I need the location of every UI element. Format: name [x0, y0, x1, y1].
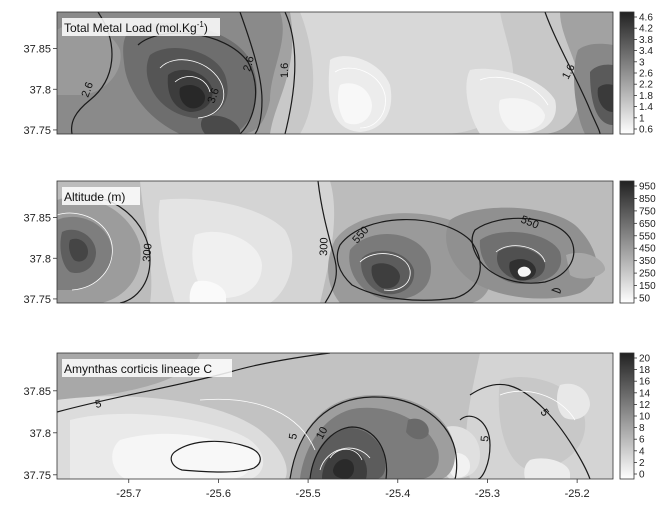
colorbar-tick-label: 4: [639, 446, 645, 457]
colorbar-tick-label: 0.6: [639, 125, 653, 136]
colorbar-tick-label: 3.8: [639, 35, 653, 46]
x-tick-label: -25.5: [296, 488, 321, 500]
altitude-title: Altitude (m): [62, 187, 140, 205]
colorbar-tick-label: 4.6: [639, 13, 653, 24]
colorbar-tick-label: 750: [639, 206, 656, 217]
colorbar-tick-label: 8: [639, 423, 645, 434]
svg-text:Total Metal Load (mol.Kg-1): Total Metal Load (mol.Kg-1): [64, 20, 208, 35]
metal-load-title: Total Metal Load (mol.Kg-1): [62, 18, 220, 36]
colorbar-tick-label: 3.4: [639, 46, 653, 57]
colorbar-tick-label: 350: [639, 256, 656, 267]
colorbar-tick-label: 1: [639, 113, 645, 124]
colorbar-tick-label: 150: [639, 281, 656, 292]
metal-load-contour-label: 2.6: [241, 55, 257, 73]
colorbar-tick-label: 12: [639, 400, 651, 411]
amynthas-contour-label: 5: [94, 398, 102, 411]
altitude-y-axis: 37.75 37.8 37.85: [23, 213, 57, 306]
x-tick-label: -25.4: [385, 488, 410, 500]
metal-load-colorbar: 4.64.23.83.432.62.21.81.410.6: [619, 11, 653, 136]
y-tick-label: 37.75: [23, 294, 51, 306]
metal-load-contour-fill: 2.6 3.6 2.6 1.6 1.6: [57, 12, 613, 134]
y-tick-label: 37.75: [23, 125, 51, 137]
svg-text:Amynthas corticis lineage C: Amynthas corticis lineage C: [64, 362, 212, 376]
amynthas-contour-label: 5: [479, 435, 491, 442]
y-tick-label: 37.85: [23, 213, 51, 225]
colorbar-tick-label: 2: [639, 458, 645, 469]
panel-altitude: 300 300 550 550 Altitude (m) 37.7537.837…: [23, 180, 656, 306]
colorbar-tick-label: 50: [639, 294, 651, 305]
x-tick-label: -25.2: [565, 488, 590, 500]
amynthas-contour-label: 5: [538, 407, 551, 419]
altitude-contour-label: 300: [141, 243, 155, 262]
y-tick-label: 37.75: [23, 470, 51, 482]
colorbar-tick-label: 10: [639, 412, 651, 423]
colorbar-tick-label: 14: [639, 388, 651, 399]
y-tick-label: 37.8: [30, 428, 51, 440]
colorbar-tick-label: 6: [639, 435, 645, 446]
colorbar-tick-label: 950: [639, 182, 656, 193]
amynthas-contour-label: 5: [287, 432, 300, 440]
amynthas-contour-label: 10: [314, 425, 330, 441]
y-tick-label: 37.8: [30, 253, 51, 265]
svg-text:Altitude (m): Altitude (m): [64, 190, 125, 204]
panel-total-metal-load: 2.6 3.6 2.6 1.6 1.6 Total Metal Load (mo…: [23, 11, 653, 137]
metal-load-contour-label: 3.6: [206, 87, 223, 105]
colorbar-tick-label: 4.2: [639, 24, 653, 35]
colorbar-tick-label: 450: [639, 244, 656, 255]
altitude-contour-fill: 300 300 550 550: [57, 181, 613, 303]
metal-load-contour-label: 2.6: [80, 81, 97, 99]
colorbar-tick-label: 650: [639, 219, 656, 230]
colorbar-tick-label: 0: [639, 470, 645, 481]
colorbar-tick-label: 18: [639, 365, 651, 376]
y-tick-label: 37.85: [23, 386, 51, 398]
metal-load-y-axis: 37.75 37.8 37.85: [23, 44, 57, 137]
colorbar-tick-label: 850: [639, 194, 656, 205]
colorbar-tick-label: 2.2: [639, 80, 653, 91]
colorbar-tick-label: 16: [639, 377, 651, 388]
colorbar-tick-label: 1.4: [639, 102, 653, 113]
altitude-contour-label: 300: [318, 237, 331, 256]
x-tick-label: -25.3: [475, 488, 500, 500]
amynthas-x-axis: -25.7 -25.6 -25.5 -25.4 -25.3 -25.2: [116, 479, 590, 500]
colorbar-tick-label: 1.8: [639, 91, 653, 102]
y-tick-label: 37.8: [30, 84, 51, 96]
y-tick-label: 37.85: [23, 44, 51, 56]
colorbar-tick-label: 2.6: [639, 69, 653, 80]
amynthas-y-axis: 37.75 37.8 37.85: [23, 386, 57, 482]
panel-amynthas: 5 5 10 5 5 Amynthas corticis lineage C 3…: [23, 352, 651, 500]
x-tick-label: -25.7: [116, 488, 141, 500]
metal-load-contour-label: 1.6: [279, 63, 291, 78]
amynthas-title: Amynthas corticis lineage C: [62, 359, 232, 377]
colorbar-tick-label: 550: [639, 231, 656, 242]
x-tick-label: -25.6: [206, 488, 231, 500]
colorbar-tick-label: 250: [639, 269, 656, 280]
colorbar-tick-label: 20: [639, 354, 651, 365]
colorbar-tick-label: 3: [639, 57, 645, 68]
